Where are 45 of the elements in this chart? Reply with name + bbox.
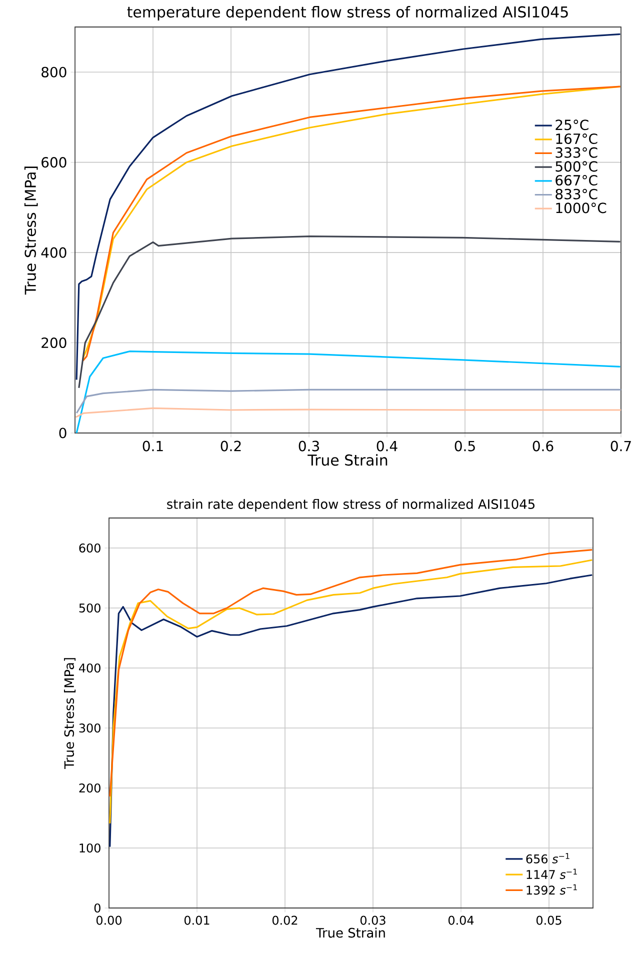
x-axis-title: True Strain <box>316 928 385 938</box>
x-tick-label: 0.01 <box>184 916 210 925</box>
y-tick-label: 400 <box>41 247 66 258</box>
y-tick-label: 100 <box>80 843 100 853</box>
y-tick-label: 600 <box>79 543 100 553</box>
legend-label: 1000°C <box>556 202 606 214</box>
x-tick-label: 0.05 <box>536 916 562 925</box>
legend-label: 167°C <box>556 133 598 144</box>
legend-label: 25°C <box>556 120 588 130</box>
x-tick-label: 0.04 <box>448 916 474 925</box>
legend-label: 1147 s$^{−1}$ <box>526 868 577 880</box>
legend-label: 500°C <box>556 161 598 172</box>
line-series <box>76 33 621 381</box>
line-series <box>78 236 621 389</box>
chart-title: strain rate dependent flow stress of normalized AISI1045 <box>167 498 534 512</box>
line-series <box>75 407 621 418</box>
y-axis-title: True Stress [MPa] <box>24 166 38 295</box>
x-tick-label: 0.3 <box>298 440 319 452</box>
y-tick-label: 200 <box>42 337 66 348</box>
y-tick-label: 600 <box>42 157 66 168</box>
line-series <box>76 350 621 433</box>
legend-label: 656 s$^{−1}$ <box>526 853 570 864</box>
x-tick-label: 0.5 <box>454 440 475 452</box>
y-tick-label: 300 <box>79 723 100 733</box>
y-tick-label: 0 <box>59 428 66 438</box>
legend-label: 1392 s$^{−1}$ <box>526 884 577 895</box>
chart-title: temperature dependent flow stress of normalized AISI1045 <box>127 6 568 20</box>
x-tick-label: 0.6 <box>532 440 554 452</box>
legend-label: 833°C <box>556 188 598 200</box>
y-tick-label: 800 <box>42 66 66 78</box>
x-tick-label: 0.00 <box>96 916 122 925</box>
x-tick-label: 0.2 <box>220 440 241 452</box>
x-tick-label: 0.1 <box>142 440 163 452</box>
x-tick-label: 0.02 <box>272 916 298 925</box>
x-tick-label: 0.4 <box>376 440 398 452</box>
x-axis-title: True Strain <box>308 454 388 466</box>
x-tick-label: 0.03 <box>360 916 386 925</box>
y-tick-label: 400 <box>78 663 100 673</box>
y-tick-label: 0 <box>94 903 100 913</box>
legend-label: 667°C <box>556 174 598 186</box>
y-tick-label: 200 <box>79 783 100 793</box>
x-tick-label: 0.7 <box>610 440 631 452</box>
y-axis-title: True Stress [MPa] <box>64 658 76 770</box>
legend-label: 333°C <box>556 147 598 158</box>
y-tick-label: 500 <box>79 603 100 613</box>
